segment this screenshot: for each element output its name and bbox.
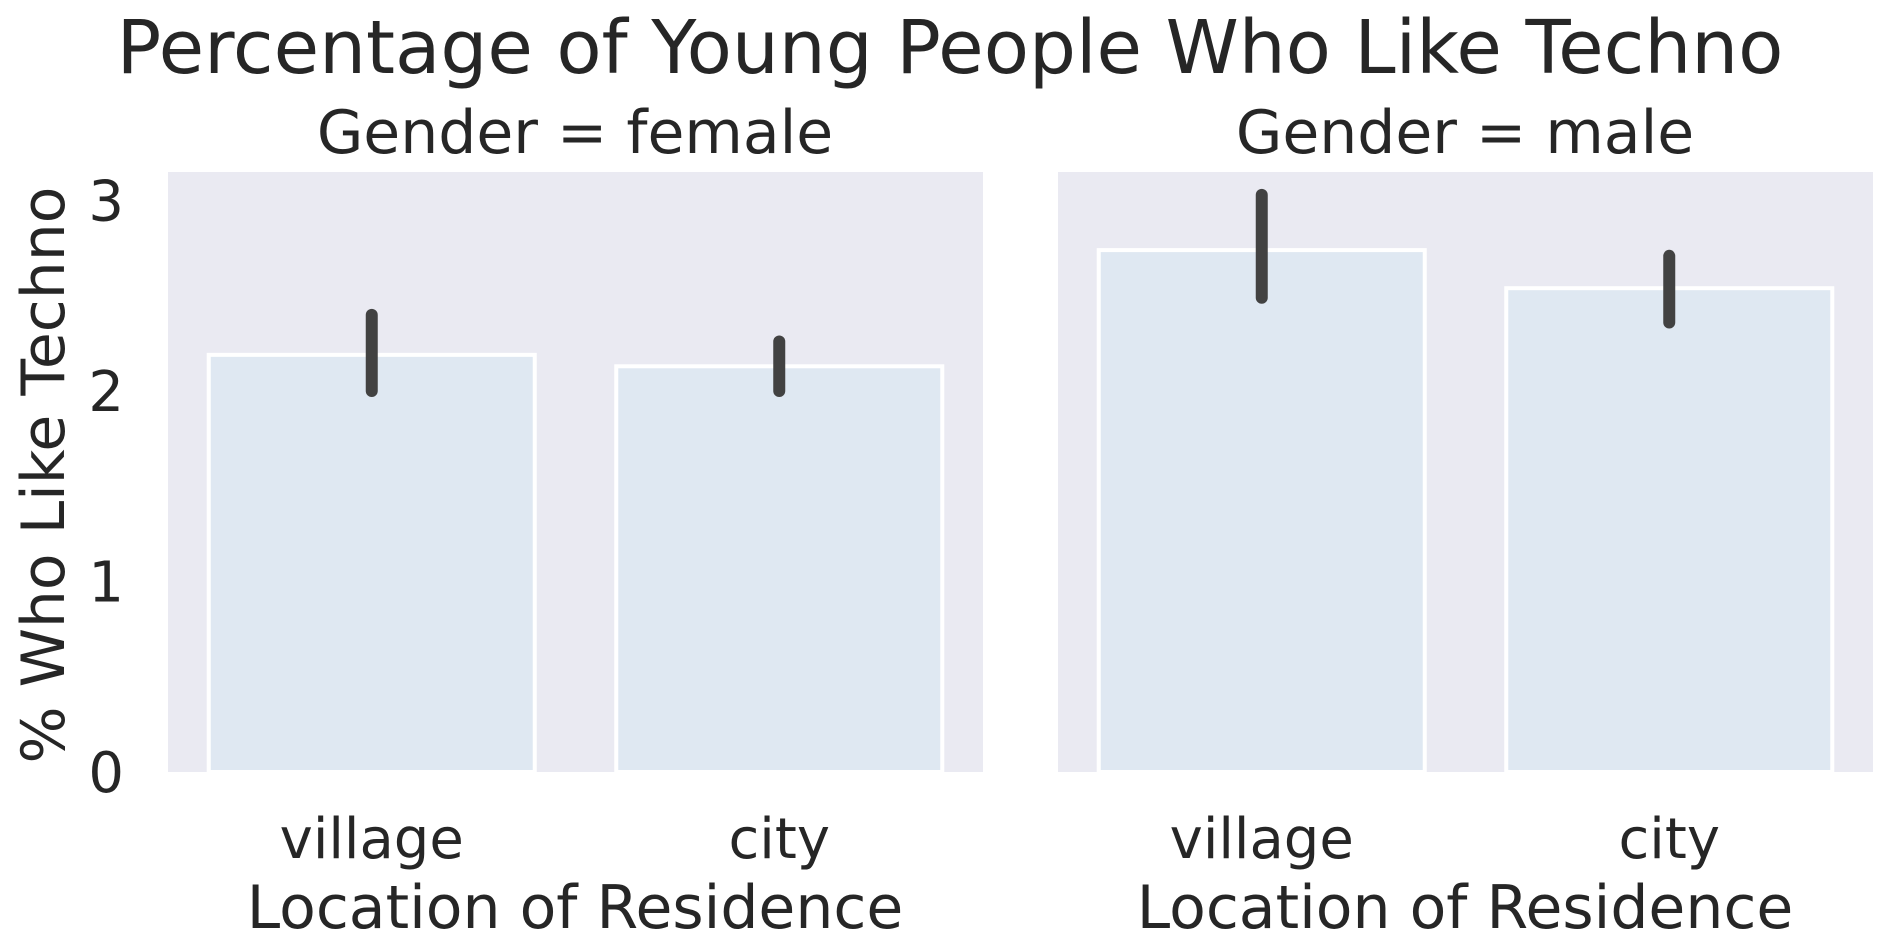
bar-village [206, 352, 537, 774]
x-tick-label: city [1619, 807, 1720, 872]
x-tick-label: village [1170, 807, 1354, 872]
y-axis-ticks: 0 1 2 3 [88, 170, 124, 806]
y-tick-label: 0 [88, 741, 124, 806]
y-tick-label: 1 [88, 551, 124, 616]
x-axis-label: Location of Residence [247, 873, 904, 943]
x-tick-labels: village city [1170, 807, 1720, 872]
y-tick-label: 3 [88, 170, 124, 235]
y-axis-label: % Who Like Techno [9, 186, 79, 763]
y-tick-label: 2 [88, 360, 124, 425]
bar-city [614, 364, 945, 774]
x-axis-label: Location of Residence [1137, 873, 1794, 943]
x-tick-labels: village city [280, 807, 830, 872]
panel-male: Gender = male village city Location of Re… [1058, 98, 1873, 943]
bar-marks [206, 308, 945, 774]
panel-title: Gender = female [317, 98, 833, 168]
x-tick-label: city [729, 807, 830, 872]
panel-title: Gender = male [1236, 98, 1694, 168]
bar-marks [1096, 188, 1835, 775]
bar-village [1096, 248, 1427, 775]
x-tick-label: village [280, 807, 464, 872]
panel-female: Gender = female village city Location of … [168, 98, 983, 943]
bar-city [1504, 286, 1835, 774]
chart-title: Percentage of Young People Who Like Tech… [117, 5, 1784, 91]
